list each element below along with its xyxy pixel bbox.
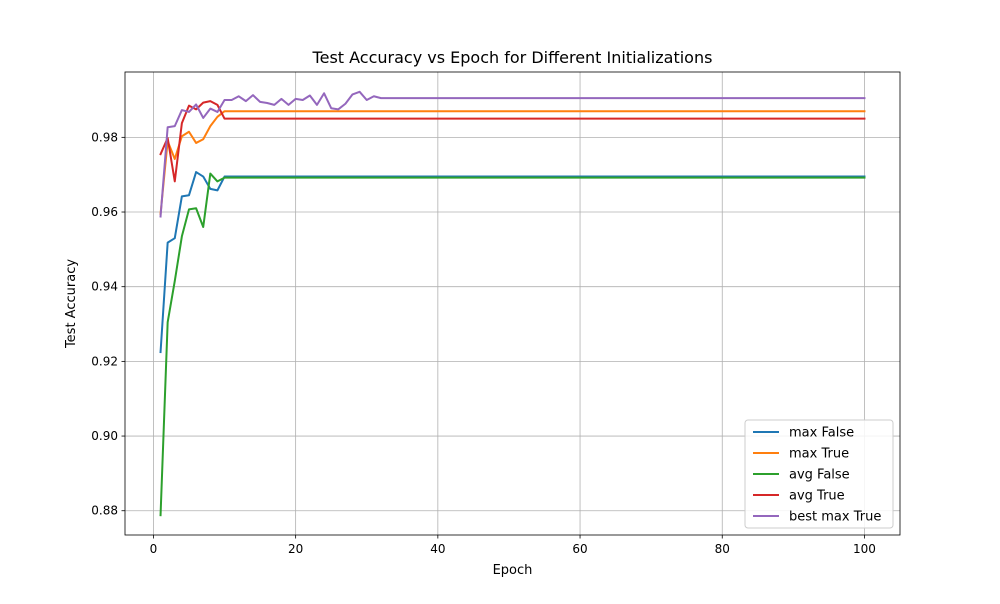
legend: max False max True avg False avg True best m… xyxy=(744,419,894,529)
series-line-best-max-true xyxy=(159,90,866,218)
tick-layer: 0 20 40 60 80 100 0.88 0.90 0.92 0.94 0.96 0.98 xyxy=(91,130,876,556)
plot-frame xyxy=(124,71,901,536)
legend-label: max False xyxy=(789,426,854,441)
x-tick-label: 0 xyxy=(150,542,158,556)
legend-box xyxy=(744,419,894,529)
y-tick-label: 0.98 xyxy=(91,130,118,144)
y-tick-label: 0.92 xyxy=(91,354,118,368)
x-tick-label: 100 xyxy=(853,542,876,556)
x-tick-label: 60 xyxy=(572,542,587,556)
legend-label: avg True xyxy=(789,489,845,504)
y-axis-label: Test Accuracy xyxy=(64,259,79,349)
series-line-avg-false xyxy=(159,172,866,517)
line-layer xyxy=(159,90,866,517)
legend-label: best max True xyxy=(789,510,881,525)
x-tick-label: 80 xyxy=(715,542,730,556)
x-axis-label: Epoch xyxy=(493,563,533,578)
legend-label: avg False xyxy=(789,468,850,483)
y-tick-label: 0.88 xyxy=(91,504,118,518)
chart-title: Test Accuracy vs Epoch for Different Ini… xyxy=(312,48,713,67)
series-line-max-false xyxy=(159,171,866,354)
legend-label: max True xyxy=(789,447,849,462)
series-line-max-true xyxy=(159,110,866,215)
x-tick-label: 40 xyxy=(430,542,445,556)
x-tick-label: 20 xyxy=(288,542,303,556)
y-tick-label: 0.96 xyxy=(91,205,118,219)
y-tick-label: 0.94 xyxy=(91,280,118,294)
y-tick-label: 0.90 xyxy=(91,429,118,443)
